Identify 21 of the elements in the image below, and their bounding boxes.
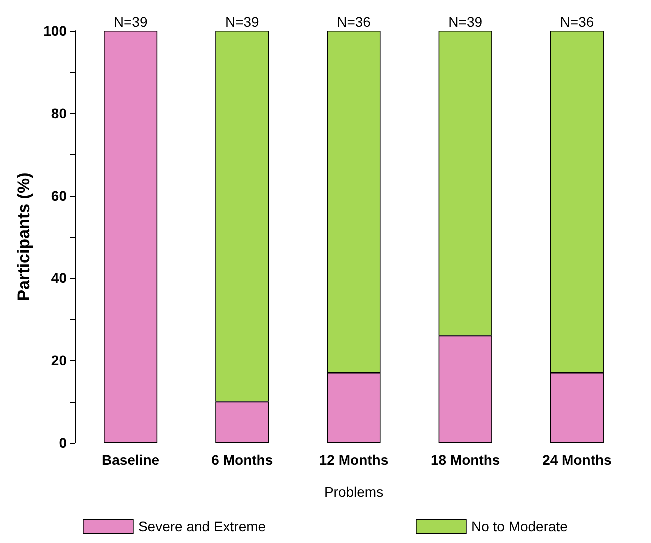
legend-label: No to Moderate: [471, 518, 568, 535]
legend-label: Severe and Extreme: [138, 518, 266, 535]
annotation: N=39: [225, 14, 260, 30]
y-tick-label: 60: [51, 188, 68, 204]
annotation: N=39: [114, 14, 148, 30]
x-tick-label: 12 Months: [319, 452, 389, 468]
y-tick-label: 80: [51, 105, 68, 122]
annotation: N=36: [560, 14, 594, 30]
y-tick-label: 100: [44, 23, 68, 39]
x-axis-title: Problems: [324, 484, 384, 500]
x-tick-label: 18 Months: [430, 452, 500, 468]
x-tick-label: Baseline: [102, 452, 160, 468]
x-tick-label: 6 Months: [212, 452, 274, 468]
annotation: N=39: [448, 14, 483, 30]
y-tick-label: 20: [51, 352, 68, 369]
x-tick-label: 24 Months: [542, 452, 612, 468]
y-tick-label: 0: [59, 435, 68, 451]
annotation: N=36: [337, 14, 372, 30]
y-axis-title: Participants (%): [14, 172, 34, 302]
y-tick-label: 40: [51, 270, 68, 286]
bar: [104, 31, 158, 443]
